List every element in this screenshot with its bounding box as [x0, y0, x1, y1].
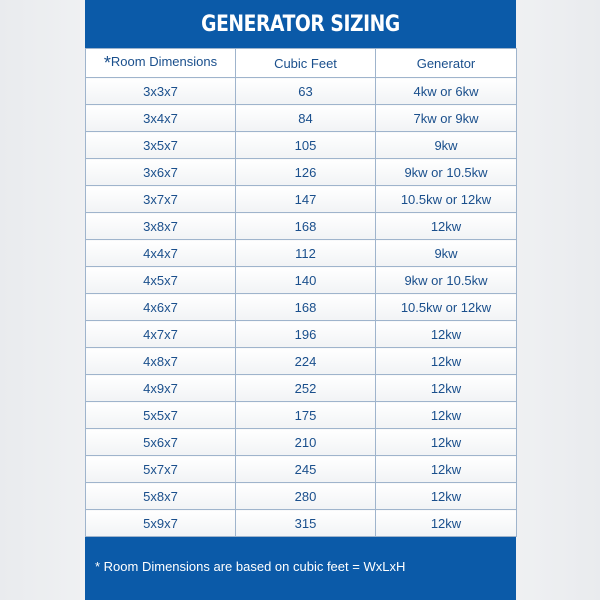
cell-room-dimensions: 4x7x7	[85, 320, 236, 348]
header-cubic-feet: Cubic Feet	[235, 48, 376, 78]
cell-cubic-feet: 175	[235, 401, 376, 429]
table-row: 4x7x7 196 12kw	[85, 320, 517, 348]
table-row: 3x7x7 147 10.5kw or 12kw	[85, 185, 517, 213]
header-room-dimensions: *Room Dimensions	[85, 48, 236, 78]
cell-cubic-feet: 315	[235, 509, 376, 537]
table-header-row: *Room Dimensions Cubic Feet Generator	[85, 48, 517, 78]
cell-room-dimensions: 5x9x7	[85, 509, 236, 537]
cell-generator: 12kw	[375, 455, 517, 483]
cell-cubic-feet: 84	[235, 104, 376, 132]
table-row: 4x9x7 252 12kw	[85, 374, 517, 402]
generator-sizing-panel: GENERATOR SIZING *Room Dimensions Cubic …	[85, 0, 517, 600]
cell-generator: 12kw	[375, 374, 517, 402]
cell-room-dimensions: 5x8x7	[85, 482, 236, 510]
cell-cubic-feet: 112	[235, 239, 376, 267]
cell-generator: 12kw	[375, 347, 517, 375]
sizing-table: *Room Dimensions Cubic Feet Generator 3x…	[85, 48, 517, 537]
cell-cubic-feet: 105	[235, 131, 376, 159]
cell-generator: 10.5kw or 12kw	[375, 293, 517, 321]
cell-room-dimensions: 4x6x7	[85, 293, 236, 321]
cell-generator: 9kw or 10.5kw	[375, 266, 517, 294]
cell-generator: 12kw	[375, 401, 517, 429]
table-row: 4x8x7 224 12kw	[85, 347, 517, 375]
cell-room-dimensions: 3x8x7	[85, 212, 236, 240]
cell-cubic-feet: 280	[235, 482, 376, 510]
cell-generator: 12kw	[375, 509, 517, 537]
table-row: 5x5x7 175 12kw	[85, 401, 517, 429]
asterisk-icon: *	[103, 52, 111, 73]
cell-cubic-feet: 224	[235, 347, 376, 375]
table-row: 5x7x7 245 12kw	[85, 455, 517, 483]
cell-room-dimensions: 4x9x7	[85, 374, 236, 402]
cell-cubic-feet: 210	[235, 428, 376, 456]
cell-cubic-feet: 147	[235, 185, 376, 213]
table-row: 4x6x7 168 10.5kw or 12kw	[85, 293, 517, 321]
table-row: 5x8x7 280 12kw	[85, 482, 517, 510]
cell-generator: 4kw or 6kw	[375, 77, 517, 105]
table-row: 3x8x7 168 12kw	[85, 212, 517, 240]
table-row: 5x6x7 210 12kw	[85, 428, 517, 456]
header-generator: Generator	[375, 48, 517, 78]
cell-cubic-feet: 140	[235, 266, 376, 294]
cell-room-dimensions: 5x5x7	[85, 401, 236, 429]
cell-room-dimensions: 3x6x7	[85, 158, 236, 186]
cell-generator: 9kw or 10.5kw	[375, 158, 517, 186]
cell-cubic-feet: 245	[235, 455, 376, 483]
cell-room-dimensions: 4x8x7	[85, 347, 236, 375]
cell-cubic-feet: 196	[235, 320, 376, 348]
table-row: 3x6x7 126 9kw or 10.5kw	[85, 158, 517, 186]
cell-generator: 12kw	[375, 212, 517, 240]
cell-cubic-feet: 63	[235, 77, 376, 105]
cell-generator: 12kw	[375, 428, 517, 456]
cell-cubic-feet: 168	[235, 212, 376, 240]
footnote-bar: * Room Dimensions are based on cubic fee…	[85, 535, 516, 600]
cell-room-dimensions: 4x4x7	[85, 239, 236, 267]
cell-cubic-feet: 252	[235, 374, 376, 402]
table-body: 3x3x7 63 4kw or 6kw 3x4x7 84 7kw or 9kw 3x5x7 1…	[85, 77, 517, 537]
cell-generator: 9kw	[375, 239, 517, 267]
table-row: 3x4x7 84 7kw or 9kw	[85, 104, 517, 132]
table-row: 3x5x7 105 9kw	[85, 131, 517, 159]
table-row: 3x3x7 63 4kw or 6kw	[85, 77, 517, 105]
footnote: * Room Dimensions are based on cubic fee…	[95, 559, 406, 574]
cell-room-dimensions: 3x3x7	[85, 77, 236, 105]
cell-generator: 12kw	[375, 482, 517, 510]
table-row: 5x9x7 315 12kw	[85, 509, 517, 537]
cell-generator: 12kw	[375, 320, 517, 348]
cell-cubic-feet: 168	[235, 293, 376, 321]
cell-generator: 7kw or 9kw	[375, 104, 517, 132]
table-row: 4x5x7 140 9kw or 10.5kw	[85, 266, 517, 294]
cell-cubic-feet: 126	[235, 158, 376, 186]
cell-room-dimensions: 3x5x7	[85, 131, 236, 159]
table-row: 4x4x7 112 9kw	[85, 239, 517, 267]
cell-room-dimensions: 5x7x7	[85, 455, 236, 483]
header-room-dimensions-label: Room Dimensions	[110, 53, 218, 69]
cell-generator: 9kw	[375, 131, 517, 159]
cell-room-dimensions: 3x7x7	[85, 185, 236, 213]
cell-room-dimensions: 3x4x7	[85, 104, 236, 132]
cell-room-dimensions: 5x6x7	[85, 428, 236, 456]
cell-generator: 10.5kw or 12kw	[375, 185, 517, 213]
page-title: GENERATOR SIZING	[201, 12, 400, 37]
cell-room-dimensions: 4x5x7	[85, 266, 236, 294]
